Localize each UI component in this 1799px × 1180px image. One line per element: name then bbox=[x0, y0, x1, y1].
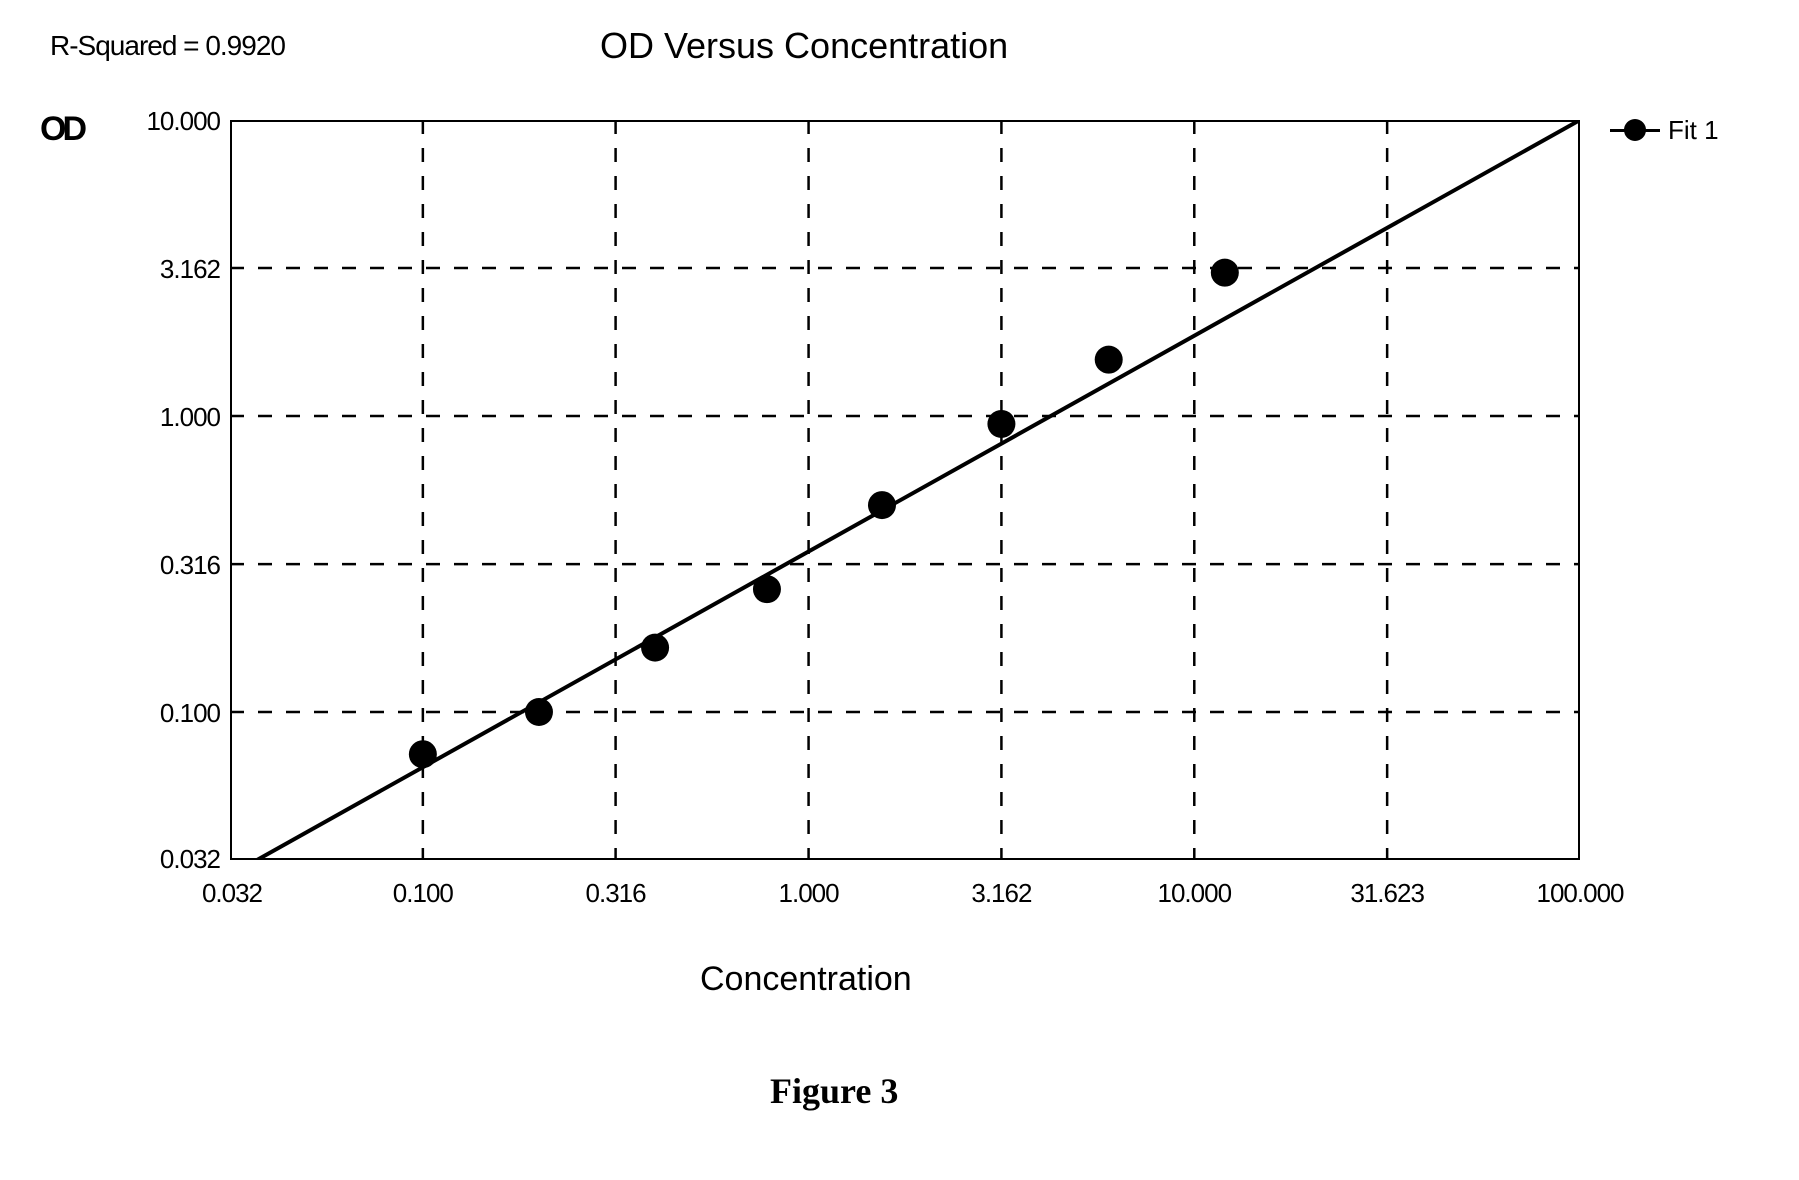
chart-svg bbox=[230, 120, 1580, 860]
y-tick-label: 1.000 bbox=[130, 402, 220, 433]
x-axis-label: Concentration bbox=[700, 960, 912, 999]
x-tick-label: 10.000 bbox=[1158, 878, 1232, 909]
legend-dot-icon bbox=[1624, 119, 1646, 141]
y-tick-label: 3.162 bbox=[130, 254, 220, 285]
r-squared-annotation: R-Squared = 0.9920 bbox=[50, 30, 285, 62]
x-tick-label: 100.000 bbox=[1537, 878, 1624, 909]
chart-legend: Fit 1 bbox=[1610, 115, 1719, 146]
r-squared-value: 0.9920 bbox=[205, 30, 285, 61]
x-tick-label: 0.316 bbox=[586, 878, 646, 909]
chart-plot-area bbox=[230, 120, 1580, 865]
x-tick-label: 31.623 bbox=[1350, 878, 1424, 909]
x-tick-label: 3.162 bbox=[971, 878, 1031, 909]
legend-label: Fit 1 bbox=[1668, 115, 1719, 146]
legend-marker bbox=[1610, 129, 1660, 132]
y-axis-label: OD bbox=[40, 110, 83, 149]
figure-caption: Figure 3 bbox=[770, 1070, 898, 1112]
r-squared-label: R-Squared = bbox=[50, 30, 199, 61]
x-tick-label: 0.100 bbox=[393, 878, 453, 909]
x-tick-label: 0.032 bbox=[202, 878, 262, 909]
y-tick-label: 0.316 bbox=[130, 550, 220, 581]
y-tick-label: 10.000 bbox=[130, 106, 220, 137]
chart-title: OD Versus Concentration bbox=[600, 25, 1008, 67]
x-tick-label: 1.000 bbox=[779, 878, 839, 909]
y-tick-label: 0.032 bbox=[130, 844, 220, 875]
y-tick-label: 0.100 bbox=[130, 698, 220, 729]
